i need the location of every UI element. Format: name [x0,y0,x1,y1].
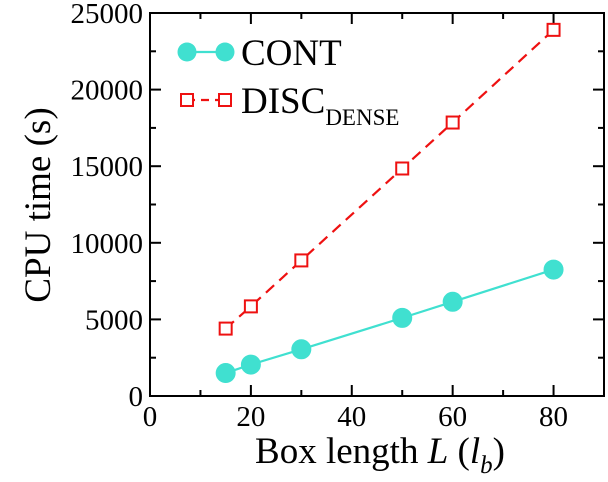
legend-marker [177,42,197,62]
data-point [543,259,564,280]
x-tick-label: 20 [236,401,265,433]
y-tick-label: 25000 [71,0,144,30]
x-tick-label: 0 [143,401,158,433]
data-point [445,115,460,130]
series-line-cont [225,268,554,375]
y-tick-label: 10000 [71,228,144,260]
series-line-disc [224,29,555,330]
y-tick-label: 5000 [85,304,143,336]
series-cont [215,259,564,384]
data-point [291,339,312,360]
data-point [215,363,236,384]
data-point [395,161,410,176]
data-point [240,354,261,375]
y-tick-label: 20000 [71,75,144,107]
legend: CONT DISCDENSE [177,33,399,130]
legend-marker [218,93,232,107]
data-point [218,321,233,336]
plot-frame [149,12,605,397]
data-point [294,253,309,268]
legend-marker [180,93,194,107]
series-layer [215,22,564,384]
series-disc [218,22,561,336]
data-point [442,291,463,312]
axis-titles: Box length L (lb) CPU time (s) [18,107,505,479]
y-tick-label: 15000 [71,151,144,183]
legend-marker [215,42,235,62]
x-axis-title: Box length L (lb) [255,431,505,479]
legend-label: CONT [241,33,342,74]
legend-item-cont: CONT [177,33,342,74]
legend-label: DISCDENSE [241,81,399,130]
legend-item-disc: DISCDENSE [180,81,399,130]
data-point [546,22,561,37]
x-tick-label: 40 [337,401,366,433]
data-point [243,299,258,314]
x-tick-label: 80 [539,401,568,433]
y-axis-title: CPU time (s) [18,107,59,302]
x-tick-label: 60 [438,401,467,433]
y-tick-label: 0 [129,381,144,413]
data-point [392,307,413,328]
axes: 0 20 40 60 80 0 5000 10000 15000 20000 25000 [71,0,605,433]
